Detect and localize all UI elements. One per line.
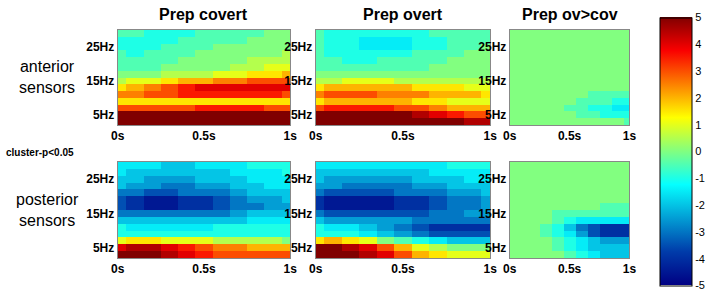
svg-text:0.5s: 0.5s [192, 129, 216, 143]
svg-text:-1: -1 [695, 172, 705, 184]
svg-text:-2: -2 [695, 199, 705, 211]
svg-text:2: 2 [695, 92, 701, 104]
svg-text:0s: 0s [111, 262, 125, 276]
svg-text:25Hz: 25Hz [478, 40, 506, 54]
svg-text:1: 1 [695, 119, 701, 131]
svg-text:15Hz: 15Hz [86, 207, 114, 221]
svg-text:1s: 1s [483, 262, 497, 276]
svg-text:0: 0 [695, 145, 701, 157]
svg-text:0s: 0s [309, 262, 323, 276]
svg-text:1s: 1s [483, 129, 497, 143]
svg-text:-5: -5 [695, 279, 705, 291]
svg-text:25Hz: 25Hz [86, 172, 114, 186]
svg-text:5Hz: 5Hz [93, 108, 114, 122]
svg-text:0.5s: 0.5s [391, 262, 415, 276]
svg-text:5Hz: 5Hz [291, 108, 312, 122]
svg-text:3: 3 [695, 65, 701, 77]
svg-text:1s: 1s [623, 129, 637, 143]
svg-text:15Hz: 15Hz [284, 74, 312, 88]
svg-text:0.5s: 0.5s [391, 129, 415, 143]
svg-text:0.5s: 0.5s [192, 262, 216, 276]
svg-text:Prep covert: Prep covert [159, 6, 248, 23]
svg-text:15Hz: 15Hz [284, 207, 312, 221]
svg-text:5Hz: 5Hz [291, 241, 312, 255]
svg-text:0.5s: 0.5s [558, 129, 582, 143]
svg-text:0s: 0s [503, 262, 517, 276]
svg-text:1s: 1s [284, 129, 298, 143]
svg-text:Prep overt: Prep overt [363, 6, 443, 23]
svg-text:1s: 1s [284, 262, 298, 276]
svg-text:5Hz: 5Hz [93, 241, 114, 255]
svg-text:15Hz: 15Hz [478, 74, 506, 88]
svg-text:15Hz: 15Hz [86, 74, 114, 88]
svg-text:0s: 0s [111, 129, 125, 143]
svg-text:4: 4 [695, 38, 701, 50]
svg-text:anteriorsensors: anteriorsensors [19, 58, 75, 96]
svg-text:25Hz: 25Hz [284, 172, 312, 186]
svg-text:1s: 1s [623, 262, 637, 276]
svg-text:-3: -3 [695, 226, 705, 238]
svg-text:25Hz: 25Hz [284, 40, 312, 54]
svg-text:0s: 0s [503, 129, 517, 143]
svg-text:cluster-p<0.05: cluster-p<0.05 [6, 147, 74, 158]
svg-text:0.5s: 0.5s [558, 262, 582, 276]
svg-text:5: 5 [695, 11, 701, 23]
svg-text:5Hz: 5Hz [485, 241, 506, 255]
svg-text:15Hz: 15Hz [478, 207, 506, 221]
svg-text:0s: 0s [309, 129, 323, 143]
svg-text:Prep ov>cov: Prep ov>cov [522, 6, 618, 23]
svg-text:-4: -4 [695, 253, 705, 265]
svg-text:posteriorsensors: posteriorsensors [16, 191, 79, 229]
svg-text:25Hz: 25Hz [478, 172, 506, 186]
svg-text:5Hz: 5Hz [485, 108, 506, 122]
svg-text:25Hz: 25Hz [86, 40, 114, 54]
